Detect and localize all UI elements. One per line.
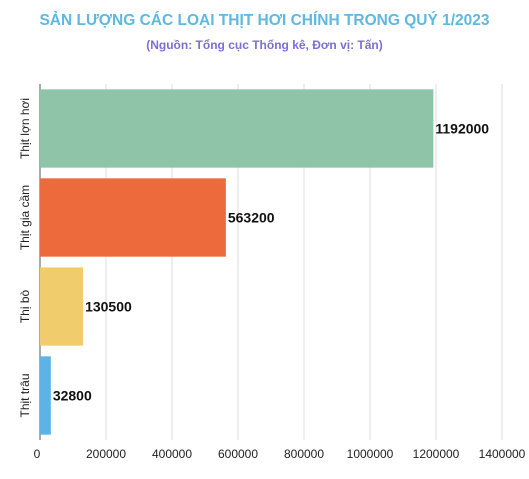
value-label: 130500 — [85, 299, 132, 315]
value-label: 1192000 — [435, 121, 489, 137]
category-label: Thịt lợn hơi — [18, 98, 32, 159]
x-tick-label: 1000000 — [347, 447, 394, 461]
chart-title: SẢN LƯỢNG CÁC LOẠI THỊT HƠI CHÍNH TRONG … — [39, 12, 490, 29]
value-label: 32800 — [53, 388, 92, 404]
x-tick-label: 400000 — [152, 447, 192, 461]
x-tick-label: 800000 — [284, 447, 324, 461]
x-tick-label: 1200000 — [413, 447, 460, 461]
bars — [40, 89, 434, 435]
bar — [40, 89, 434, 168]
x-tick-labels: 0 200000 400000 600000 800000 1000000 1200000 1… — [34, 447, 526, 461]
bar — [40, 267, 84, 346]
value-labels: 1192000 563200 130500 32800 — [53, 121, 489, 404]
x-tick-label: 0 — [34, 447, 41, 461]
x-tick-label: 1400000 — [479, 447, 526, 461]
category-label: Thị bò — [18, 290, 32, 324]
x-tick-label: 200000 — [86, 447, 126, 461]
category-label: Thịt gia cầm — [18, 185, 32, 250]
chart-subtitle: (Nguồn: Tổng cục Thống kê, Đơn vị: Tấn) — [146, 38, 383, 52]
category-label: Thịt trâu — [18, 373, 32, 417]
bar — [40, 178, 226, 257]
category-labels: Thịt lợn hơi Thịt gia cầm Thị bò Thịt trâu — [18, 98, 32, 418]
value-label: 563200 — [228, 210, 275, 226]
bar — [40, 356, 51, 435]
x-tick-label: 600000 — [218, 447, 258, 461]
